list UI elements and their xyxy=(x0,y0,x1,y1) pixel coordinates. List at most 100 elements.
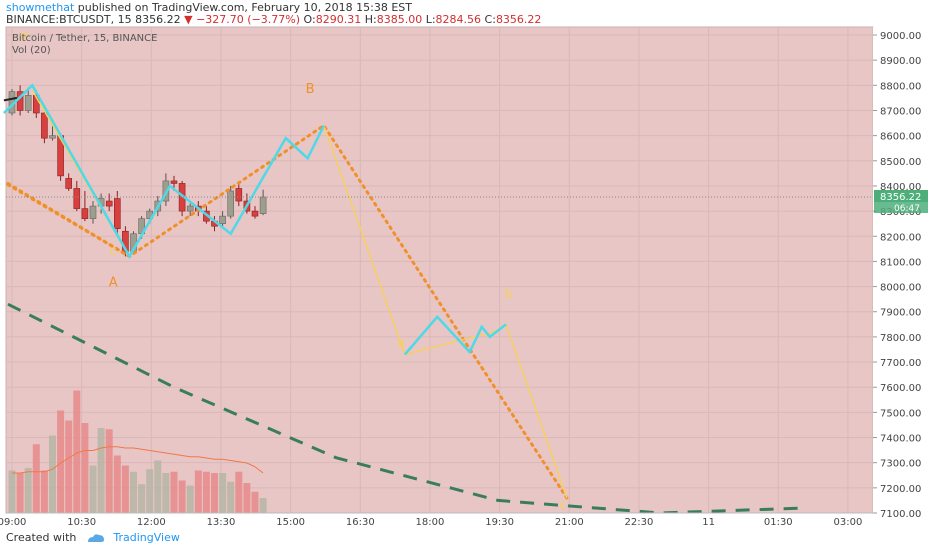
volume-bar xyxy=(138,484,146,513)
candle-body xyxy=(186,205,194,212)
volume-bar xyxy=(32,444,40,513)
time-tick-label: 18:00 xyxy=(416,517,445,528)
open-value: 8290.31 xyxy=(315,13,362,26)
price-axis[interactable] xyxy=(873,27,932,513)
tradingview-brand[interactable]: TradingView xyxy=(113,531,180,544)
candle-body xyxy=(235,188,243,202)
low-value: 8284.56 xyxy=(435,13,482,26)
volume-bar xyxy=(81,423,89,513)
orange-dotted-wave-2 xyxy=(6,183,131,258)
current-price-tag xyxy=(874,190,928,202)
price-tick-label: 8200.00 xyxy=(880,232,921,243)
time-tick-label: 10:30 xyxy=(67,517,96,528)
time-tick-label: 01:30 xyxy=(764,517,793,528)
price-tick-label: 7700.00 xyxy=(880,358,921,369)
price-tick-label: 7500.00 xyxy=(880,408,921,419)
volume-bar xyxy=(178,480,186,513)
volume-bar xyxy=(235,471,243,513)
candle-body xyxy=(32,95,40,114)
wave-label: b xyxy=(504,287,512,302)
published-text: published on TradingView.com, February 1… xyxy=(77,1,412,14)
candle-body xyxy=(170,180,178,184)
publish-info: showmethat published on TradingView.com,… xyxy=(6,1,412,14)
price-tick-label: 7400.00 xyxy=(880,434,921,445)
volume-bar xyxy=(65,420,73,513)
footer: Created with TradingView xyxy=(6,531,180,544)
wave-label: a xyxy=(397,336,405,351)
current-price-tag-text: 8356.22 xyxy=(880,192,921,203)
candle-body xyxy=(89,205,97,219)
time-tick-label: 11 xyxy=(702,517,715,528)
volume-moving-average xyxy=(12,446,264,474)
price-tick-label: 7300.00 xyxy=(880,459,921,470)
candle-body xyxy=(73,188,81,209)
tradingview-cloud-icon xyxy=(87,534,104,542)
time-tick-label: 09:00 xyxy=(0,517,26,528)
symbol-label: BINANCE:BTCUSDT, 15 xyxy=(6,13,132,26)
wave-drawings xyxy=(3,83,806,515)
candle-body xyxy=(105,200,113,207)
change-down-arrow-icon: ▼ xyxy=(184,13,193,26)
volume-bar xyxy=(8,470,16,513)
candle-body xyxy=(81,208,89,219)
symbol-info-bar: BINANCE:BTCUSDT, 15 8356.22 ▼ −327.70 (−… xyxy=(6,13,541,26)
time-tick-label: 21:00 xyxy=(555,517,584,528)
wave-annotations: c A Ba b c w xyxy=(19,29,567,513)
wave-label: B xyxy=(306,82,315,97)
volume-bar xyxy=(16,473,24,513)
volume-bar xyxy=(219,473,227,513)
candle-body xyxy=(227,190,234,217)
volume-bar xyxy=(259,498,267,513)
volume-bar xyxy=(73,390,81,513)
volume-bar xyxy=(202,471,210,513)
volume-bar xyxy=(105,429,113,513)
wave-label: w xyxy=(19,29,30,44)
volume-bar xyxy=(211,473,218,513)
high-value: 8385.00 xyxy=(376,13,423,26)
volume-bar xyxy=(89,465,97,513)
volume-bar xyxy=(154,460,162,513)
volume-bar xyxy=(170,471,178,513)
volume-bar xyxy=(186,485,194,513)
publisher-username[interactable]: showmethat xyxy=(6,1,75,14)
time-tick-label: 19:30 xyxy=(485,517,514,528)
high-label: H: xyxy=(364,13,377,26)
last-price: 8356.22 xyxy=(135,13,181,26)
yellow-wave-line-2 xyxy=(323,125,568,499)
cyan-wave-line xyxy=(3,83,325,259)
price-tick-label: 8900.00 xyxy=(880,56,921,67)
price-tick-label: 8500.00 xyxy=(880,157,921,168)
price-tick-label: 8100.00 xyxy=(880,257,921,268)
price-tick-label: 8000.00 xyxy=(880,283,921,294)
time-tick-label: 16:30 xyxy=(346,517,375,528)
wave-label: A xyxy=(109,276,118,291)
close-label: C: xyxy=(484,13,496,26)
volume-bar xyxy=(40,470,48,513)
volume-bar xyxy=(113,455,121,513)
price-tick-label: 8700.00 xyxy=(880,106,921,117)
time-tick-label: 13:30 xyxy=(207,517,236,528)
volume-bar xyxy=(57,410,65,513)
green-dashed-trendline xyxy=(7,302,806,515)
candle-body xyxy=(259,196,267,214)
volume-bar xyxy=(162,473,170,513)
created-with-text: Created with xyxy=(6,531,77,544)
price-tick-label: 8600.00 xyxy=(880,132,921,143)
time-axis[interactable] xyxy=(6,513,873,529)
candle-body xyxy=(65,178,72,189)
volume-bar xyxy=(194,470,202,513)
volume-bar xyxy=(243,483,251,513)
volume-bar xyxy=(251,491,259,513)
time-tick-label: 22:30 xyxy=(625,517,654,528)
volume-bar xyxy=(146,469,154,513)
black-stub-line xyxy=(3,96,18,102)
close-value: 8356.22 xyxy=(495,13,542,26)
time-tick-label: 12:00 xyxy=(137,517,166,528)
candle-body xyxy=(41,112,48,139)
price-tick-label: 8400.00 xyxy=(880,182,921,193)
price-tick-label: 7600.00 xyxy=(880,383,921,394)
countdown-tag-text: 06:47 xyxy=(894,204,920,214)
candle-body xyxy=(24,95,32,111)
price-change: −327.70 (−3.77%) xyxy=(196,13,301,26)
